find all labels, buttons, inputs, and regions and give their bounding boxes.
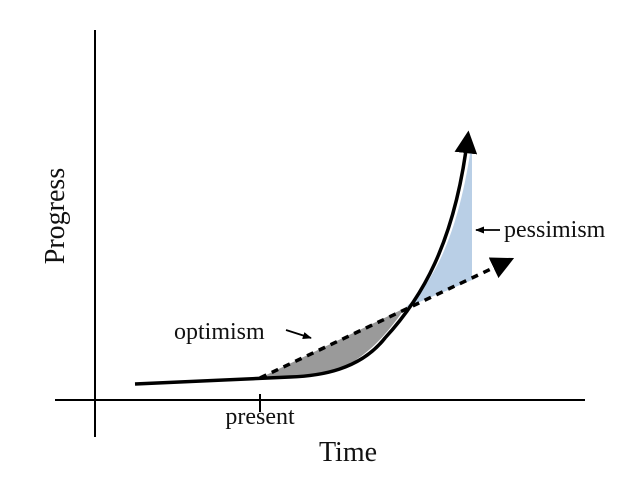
pessimism-label: pessimism bbox=[504, 217, 606, 243]
pessimism-gap-fill bbox=[405, 140, 472, 308]
present-label: present bbox=[225, 404, 295, 430]
optimism-arrow-icon bbox=[285, 329, 312, 339]
progress-curve bbox=[134, 130, 478, 386]
y-axis-label: Progress bbox=[40, 168, 71, 264]
optimism-label: optimism bbox=[174, 319, 265, 345]
x-axis-label: Time bbox=[319, 437, 377, 468]
